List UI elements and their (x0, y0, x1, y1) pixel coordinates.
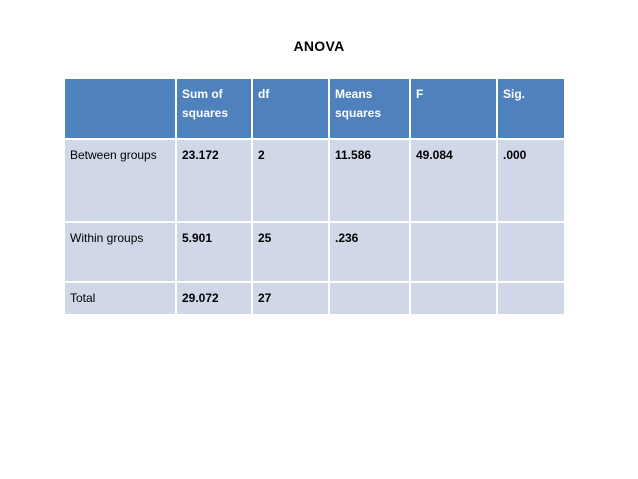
cell-sum-of-squares: 29.072 (175, 281, 253, 316)
header-cell-sig: Sig. (496, 77, 566, 140)
cell-df: 2 (251, 138, 330, 223)
table-row-within-groups: Within groups 5.901 25 .236 (63, 221, 566, 283)
header-cell-f: F (409, 77, 498, 140)
cell-f: 49.084 (409, 138, 498, 223)
cell-means-squares (328, 281, 411, 316)
row-label: Between groups (63, 138, 177, 223)
header-cell-means-squares: Means squares (328, 77, 411, 140)
cell-sum-of-squares: 5.901 (175, 221, 253, 283)
header-row: Sum of squares df Means squares F Sig. (63, 77, 566, 140)
cell-f (409, 281, 498, 316)
cell-sig (496, 221, 566, 283)
row-label: Total (63, 281, 177, 316)
table-row-between-groups: Between groups 23.172 2 11.586 49.084 .0… (63, 138, 566, 223)
cell-means-squares: .236 (328, 221, 411, 283)
row-label: Within groups (63, 221, 177, 283)
cell-sum-of-squares: 23.172 (175, 138, 253, 223)
cell-df: 25 (251, 221, 330, 283)
anova-table: Sum of squares df Means squares F Sig. B… (63, 77, 566, 316)
cell-means-squares: 11.586 (328, 138, 411, 223)
header-cell-df: df (251, 77, 330, 140)
table-row-total: Total 29.072 27 (63, 281, 566, 316)
cell-sig: .000 (496, 138, 566, 223)
cell-sig (496, 281, 566, 316)
cell-df: 27 (251, 281, 330, 316)
cell-f (409, 221, 498, 283)
table-title: ANOVA (293, 38, 345, 54)
header-cell-sum-of-squares: Sum of squares (175, 77, 253, 140)
header-cell-blank (63, 77, 177, 140)
